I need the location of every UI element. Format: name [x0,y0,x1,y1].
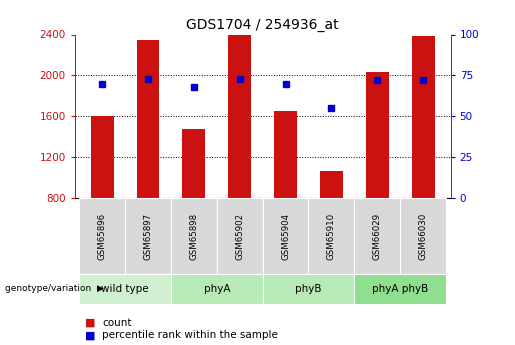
Bar [308,198,354,274]
Text: ■: ■ [85,331,95,340]
Bar [320,171,343,198]
Bar [91,117,114,198]
Bar [354,274,446,304]
Text: wild type: wild type [101,284,149,294]
Text: GSM66029: GSM66029 [373,213,382,260]
Bar [400,198,446,274]
Bar [411,36,435,198]
Text: phyA: phyA [203,284,230,294]
Bar [79,274,171,304]
Text: phyB: phyB [295,284,322,294]
Bar [274,111,297,198]
Bar [228,34,251,198]
Text: GSM65896: GSM65896 [98,213,107,260]
Text: genotype/variation  ▶: genotype/variation ▶ [5,284,104,294]
Text: ■: ■ [85,318,95,327]
Bar [125,198,171,274]
Bar [354,198,400,274]
Text: GSM65902: GSM65902 [235,213,244,260]
Text: percentile rank within the sample: percentile rank within the sample [102,331,278,340]
Bar [79,198,125,274]
Bar [263,274,354,304]
Bar [263,198,308,274]
Bar [366,72,389,198]
Text: GSM66030: GSM66030 [419,213,427,260]
Text: count: count [102,318,131,327]
Text: GSM65897: GSM65897 [144,213,152,260]
Bar [217,198,263,274]
Bar [171,198,217,274]
Text: GSM65904: GSM65904 [281,213,290,260]
Bar [182,129,205,198]
Text: phyA phyB: phyA phyB [372,284,428,294]
Text: GSM65910: GSM65910 [327,213,336,260]
Bar [136,40,160,198]
Text: GSM65898: GSM65898 [190,213,198,260]
Bar [171,274,263,304]
Title: GDS1704 / 254936_at: GDS1704 / 254936_at [186,18,339,32]
